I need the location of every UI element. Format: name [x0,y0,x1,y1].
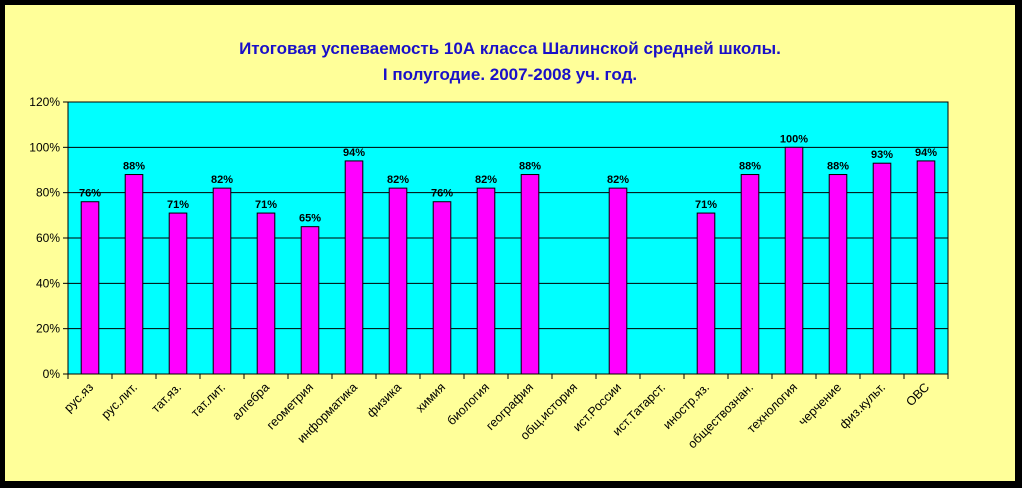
bar [520,174,540,375]
y-tick-label: 20% [36,322,60,336]
category-label: рус.яз [61,380,96,415]
bar [388,187,408,375]
data-label: 71% [255,199,277,211]
data-label: 65% [299,213,321,225]
data-label: 71% [167,199,189,211]
y-axis-ticks: 0% 20% 40% 60% 80% 100% 120% [29,95,68,381]
x-axis-ticks [67,374,949,379]
chart-frame: Итоговая успеваемость 10А класса Шалинск… [5,5,1015,481]
data-label: 88% [123,161,145,173]
bar [916,160,936,375]
data-label: 76% [79,188,101,200]
category-label: химия [413,380,448,415]
category-labels: рус.яз рус.лит. тат.яз. тат.лит. алгебрагеом… [61,380,932,451]
data-label: 88% [827,161,849,173]
y-tick-label: 40% [36,276,60,290]
category-label: тат.яз. [149,380,184,415]
bar [212,187,232,375]
bars [80,146,936,375]
category-label: рус.лит. [99,380,141,422]
bar [80,201,100,375]
bar [696,212,716,375]
category-label: физика [364,380,404,420]
bar [476,187,496,375]
data-label: 94% [915,147,937,159]
bar [256,212,276,375]
y-tick-label: 60% [36,231,60,245]
data-label: 88% [739,161,761,173]
chart-title-line-2: I полугодие. 2007-2008 уч. год. [383,65,637,84]
bar [608,187,628,375]
data-label: 76% [431,188,453,200]
bar [168,212,188,375]
bar [300,226,320,375]
data-label: 82% [607,174,629,186]
bar [740,174,760,375]
y-tick-label: 120% [29,95,60,109]
data-label: 100% [780,133,808,145]
data-label: 71% [695,199,717,211]
bar [124,174,144,375]
data-label: 93% [871,149,893,161]
bar [872,162,892,375]
chart-title-line-1: Итоговая успеваемость 10А класса Шалинск… [239,39,781,58]
bar [784,146,804,375]
category-label: физ.культ. [837,380,888,431]
bar [432,201,452,375]
y-tick-label: 100% [29,140,60,154]
category-label: ОВС [903,380,932,409]
data-label: 82% [387,174,409,186]
y-tick-label: 0% [43,367,61,381]
bar [828,174,848,375]
category-label: тат.лит. [188,380,228,420]
data-label: 82% [475,174,497,186]
bar-chart: Итоговая успеваемость 10А класса Шалинск… [29,39,949,451]
data-label: 88% [519,161,541,173]
data-label: 94% [343,147,365,159]
bar [344,160,364,375]
data-label: 82% [211,174,233,186]
y-tick-label: 80% [36,186,60,200]
category-label: алгебра [229,380,272,423]
data-labels: 76% 88% 71% 82% 71% 65% 94% 82% 76% 82% 88% 82% 71% 8… [79,133,937,224]
